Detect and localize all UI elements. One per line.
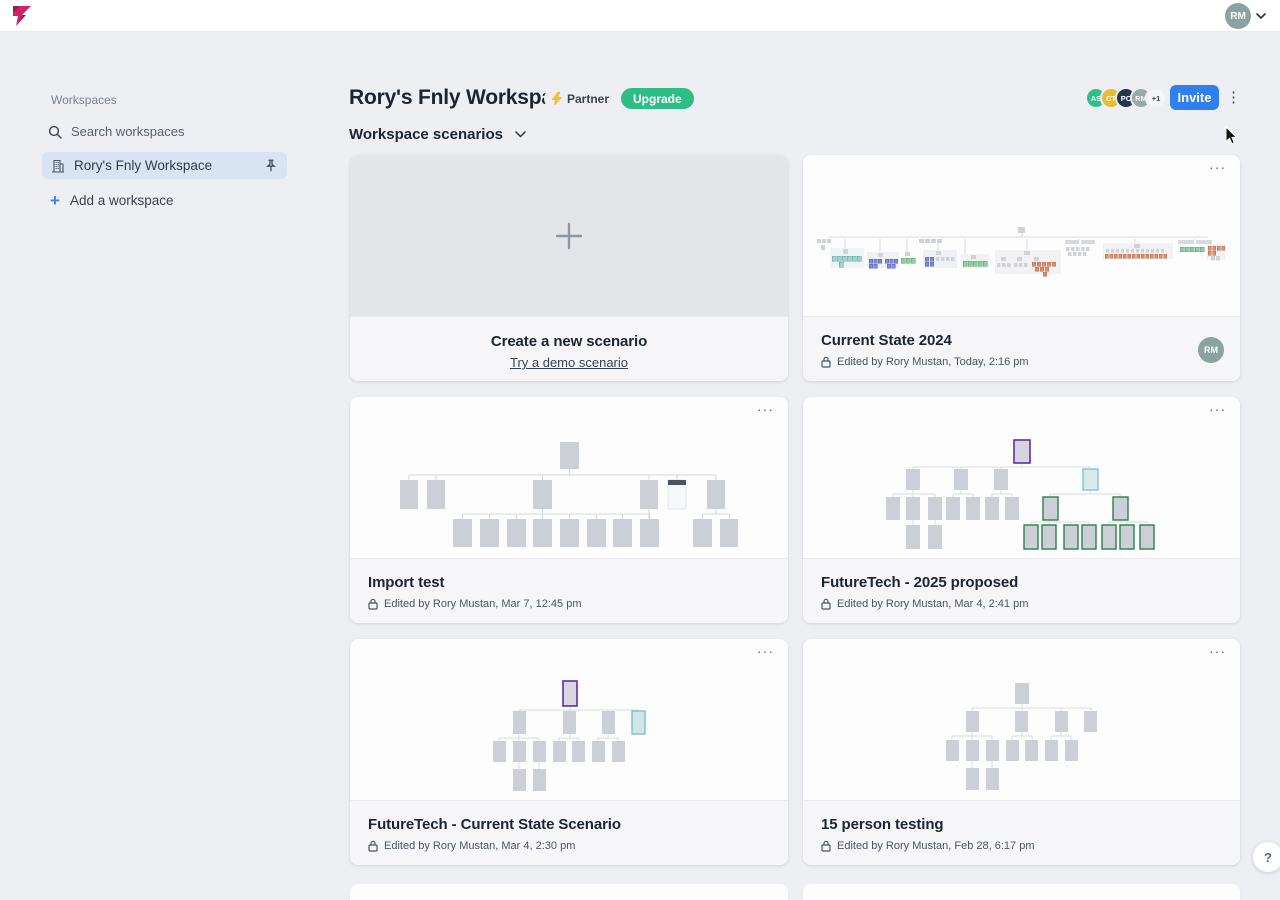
top-bar: RM	[0, 0, 1280, 32]
lock-icon	[821, 840, 831, 852]
add-workspace-button[interactable]: + Add a workspace	[50, 190, 174, 210]
card-footer: Import test Edited by Rory Mustan, Mar 7…	[350, 558, 788, 623]
card-title: FutureTech - 2025 proposed	[821, 574, 1019, 591]
plus-icon	[553, 220, 585, 252]
org-chart-thumbnail	[350, 397, 788, 558]
scenario-card-partial[interactable]	[350, 884, 788, 900]
scenario-section-label: Workspace scenarios	[349, 126, 503, 143]
scenario-card[interactable]: ··· FutureTech - Current State Scenario	[350, 639, 788, 865]
org-chart-thumbnail	[803, 155, 1240, 316]
lock-icon	[821, 356, 831, 368]
card-menu-icon[interactable]: ···	[757, 401, 774, 417]
card-footer: Create a new scenario Try a demo scenari…	[350, 316, 788, 381]
card-meta: Edited by Rory Mustan, Mar 4, 2:30 pm	[368, 840, 770, 852]
create-scenario-thumbnail	[350, 155, 788, 316]
card-meta-text: Edited by Rory Mustan, Today, 2:16 pm	[837, 356, 1029, 368]
building-icon	[51, 158, 65, 173]
demo-scenario-link[interactable]: Try a demo scenario	[509, 355, 628, 370]
card-footer: Current State 2024 Edited by Rory Mustan…	[803, 316, 1240, 381]
member-overflow-badge: +1	[1145, 87, 1167, 109]
user-menu[interactable]: RM	[1225, 3, 1266, 29]
create-scenario-title: Create a new scenario	[490, 333, 648, 350]
plan-badge-label: Partner	[567, 91, 610, 106]
card-meta-text: Edited by Rory Mustan, Mar 4, 2:30 pm	[384, 840, 576, 852]
lock-icon	[368, 840, 378, 852]
lock-icon	[368, 598, 378, 610]
org-chart-thumbnail	[350, 639, 788, 800]
card-meta: Edited by Rory Mustan, Mar 7, 12:45 pm	[368, 598, 770, 610]
sidebar: Workspaces Rory's Fnly Workspace + Add a…	[0, 32, 300, 900]
workspace-search[interactable]	[48, 124, 278, 139]
card-meta: Edited by Rory Mustan, Mar 4, 2:41 pm	[821, 598, 1222, 610]
card-title: Import test	[368, 574, 445, 591]
card-meta-text: Edited by Rory Mustan, Mar 4, 2:41 pm	[837, 598, 1029, 610]
workspace-menu-icon[interactable]: ⋮	[1226, 89, 1241, 106]
card-meta-text: Edited by Rory Mustan, Feb 28, 6:17 pm	[837, 840, 1035, 852]
pin-icon[interactable]	[265, 159, 277, 172]
scenario-card[interactable]: ···	[803, 397, 1240, 623]
add-workspace-label: Add a workspace	[69, 193, 174, 208]
plus-icon: +	[50, 190, 60, 210]
scenario-card[interactable]: ··· 15 person testing	[803, 639, 1240, 865]
sidebar-item-workspace[interactable]: Rory's Fnly Workspace	[42, 152, 287, 179]
scenario-card[interactable]: ···	[803, 155, 1240, 381]
card-meta-text: Edited by Rory Mustan, Mar 7, 12:45 pm	[384, 598, 582, 610]
chevron-down-icon	[1256, 13, 1266, 19]
card-title: 15 person testing	[821, 816, 944, 833]
card-title: Current State 2024	[821, 332, 952, 349]
invite-button[interactable]: Invite	[1170, 85, 1219, 110]
plan-badge: Partner	[544, 88, 621, 109]
page-title: Rory's Fnly Workspace	[349, 86, 576, 109]
lightning-icon	[552, 92, 562, 105]
card-footer: 15 person testing Edited by Rory Mustan,…	[803, 800, 1240, 865]
brand-logo-icon[interactable]	[10, 4, 34, 28]
mouse-cursor	[1225, 126, 1239, 146]
org-chart-thumbnail	[803, 397, 1240, 558]
card-menu-icon[interactable]: ···	[1209, 159, 1226, 175]
sidebar-item-label: Rory's Fnly Workspace	[74, 158, 213, 173]
search-icon	[48, 125, 62, 139]
create-scenario-card[interactable]: Create a new scenario Try a demo scenari…	[350, 155, 788, 381]
card-title: FutureTech - Current State Scenario	[368, 816, 621, 833]
lock-icon	[821, 598, 831, 610]
card-footer: FutureTech - Current State Scenario Edit…	[350, 800, 788, 865]
card-menu-icon[interactable]: ···	[1209, 643, 1226, 659]
member-avatar-stack[interactable]: AS CT PC RM +1	[1085, 87, 1167, 109]
chevron-down-icon	[515, 131, 526, 138]
help-button[interactable]: ?	[1253, 842, 1280, 872]
card-menu-icon[interactable]: ···	[757, 643, 774, 659]
card-footer: FutureTech - 2025 proposed Edited by Ror…	[803, 558, 1240, 623]
upgrade-button[interactable]: Upgrade	[621, 88, 694, 109]
card-owner-avatar: RM	[1198, 337, 1224, 363]
scenario-card[interactable]: ··· Import test	[350, 397, 788, 623]
scenario-section-toggle[interactable]: Workspace scenarios	[349, 126, 526, 143]
card-meta: Edited by Rory Mustan, Today, 2:16 pm	[821, 356, 1222, 368]
card-menu-icon[interactable]: ···	[1209, 401, 1226, 417]
scenario-card-partial[interactable]	[803, 884, 1240, 900]
search-input[interactable]	[71, 124, 261, 139]
workspaces-section-label: Workspaces	[51, 93, 117, 107]
org-chart-thumbnail	[803, 639, 1240, 800]
card-meta: Edited by Rory Mustan, Feb 28, 6:17 pm	[821, 840, 1222, 852]
user-avatar: RM	[1225, 3, 1251, 29]
